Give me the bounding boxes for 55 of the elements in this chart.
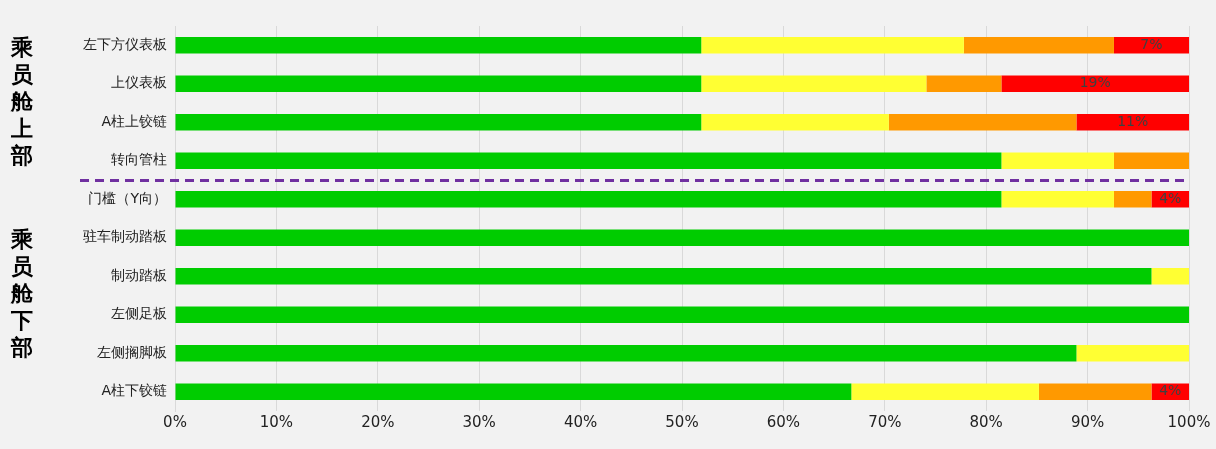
y-tick-label: 左侧足板 (111, 305, 167, 322)
bar (175, 113, 702, 131)
text: 乘员舱下部 (10, 227, 34, 361)
x-tick-label: 60% (766, 412, 801, 431)
bar (1001, 75, 1189, 93)
x-tick-label: 30% (462, 412, 496, 431)
bar (851, 383, 1039, 401)
x-tick-label: 20% (361, 412, 395, 431)
y-tick-label: 门槛（Y向） (88, 189, 167, 206)
y-tick-label: 左下方仪表板 (83, 35, 167, 52)
bar (1076, 344, 1189, 362)
bar (175, 383, 852, 401)
x-tick-label: 50% (665, 412, 699, 431)
bar (1001, 190, 1114, 208)
bar (701, 113, 889, 131)
data-label: 19% (1079, 74, 1111, 91)
x-tick-label: 70% (868, 412, 902, 431)
y-tick-label: 制动踏板 (111, 266, 167, 283)
x-tick-label: 40% (563, 412, 598, 431)
x-tick-label: 80% (969, 412, 1003, 431)
x-tick-label: 100% (1167, 412, 1211, 431)
bar (888, 113, 1077, 131)
y-tick-label: 驻车制动踏板 (83, 228, 167, 245)
data-label: 11% (1117, 112, 1149, 129)
x-tick-label: 90% (1070, 412, 1105, 431)
bar (175, 344, 1077, 362)
y-tick-label: 左侧搁脚板 (97, 343, 167, 360)
x-tick-label: 0% (163, 412, 187, 431)
y-tick-label: A柱下铰链 (101, 382, 167, 399)
bar (701, 75, 927, 93)
text: 乘员舱上部 (10, 34, 34, 168)
bar (175, 190, 1002, 208)
bar (175, 267, 1152, 285)
bar (175, 229, 1189, 247)
bar (1113, 190, 1152, 208)
bar (1076, 113, 1189, 131)
bar (963, 36, 1114, 54)
bar (701, 36, 964, 54)
data-label: 4% (1159, 382, 1182, 399)
x-tick-label: 10% (259, 412, 294, 431)
bar (1151, 267, 1189, 285)
bar (926, 75, 1002, 93)
bar (175, 36, 702, 54)
bar (1038, 383, 1152, 401)
y-tick-label: 转向管柱 (111, 151, 167, 168)
data-label: 7% (1140, 35, 1163, 52)
bar (175, 75, 702, 93)
y-tick-label: A柱上铰链 (101, 112, 167, 129)
bar (175, 152, 1002, 170)
bar (1113, 152, 1189, 170)
bar (1113, 36, 1189, 54)
bar (175, 306, 1189, 324)
bar (1001, 152, 1114, 170)
y-tick-label: 上仪表板 (111, 74, 167, 91)
data-label: 4% (1159, 189, 1182, 206)
